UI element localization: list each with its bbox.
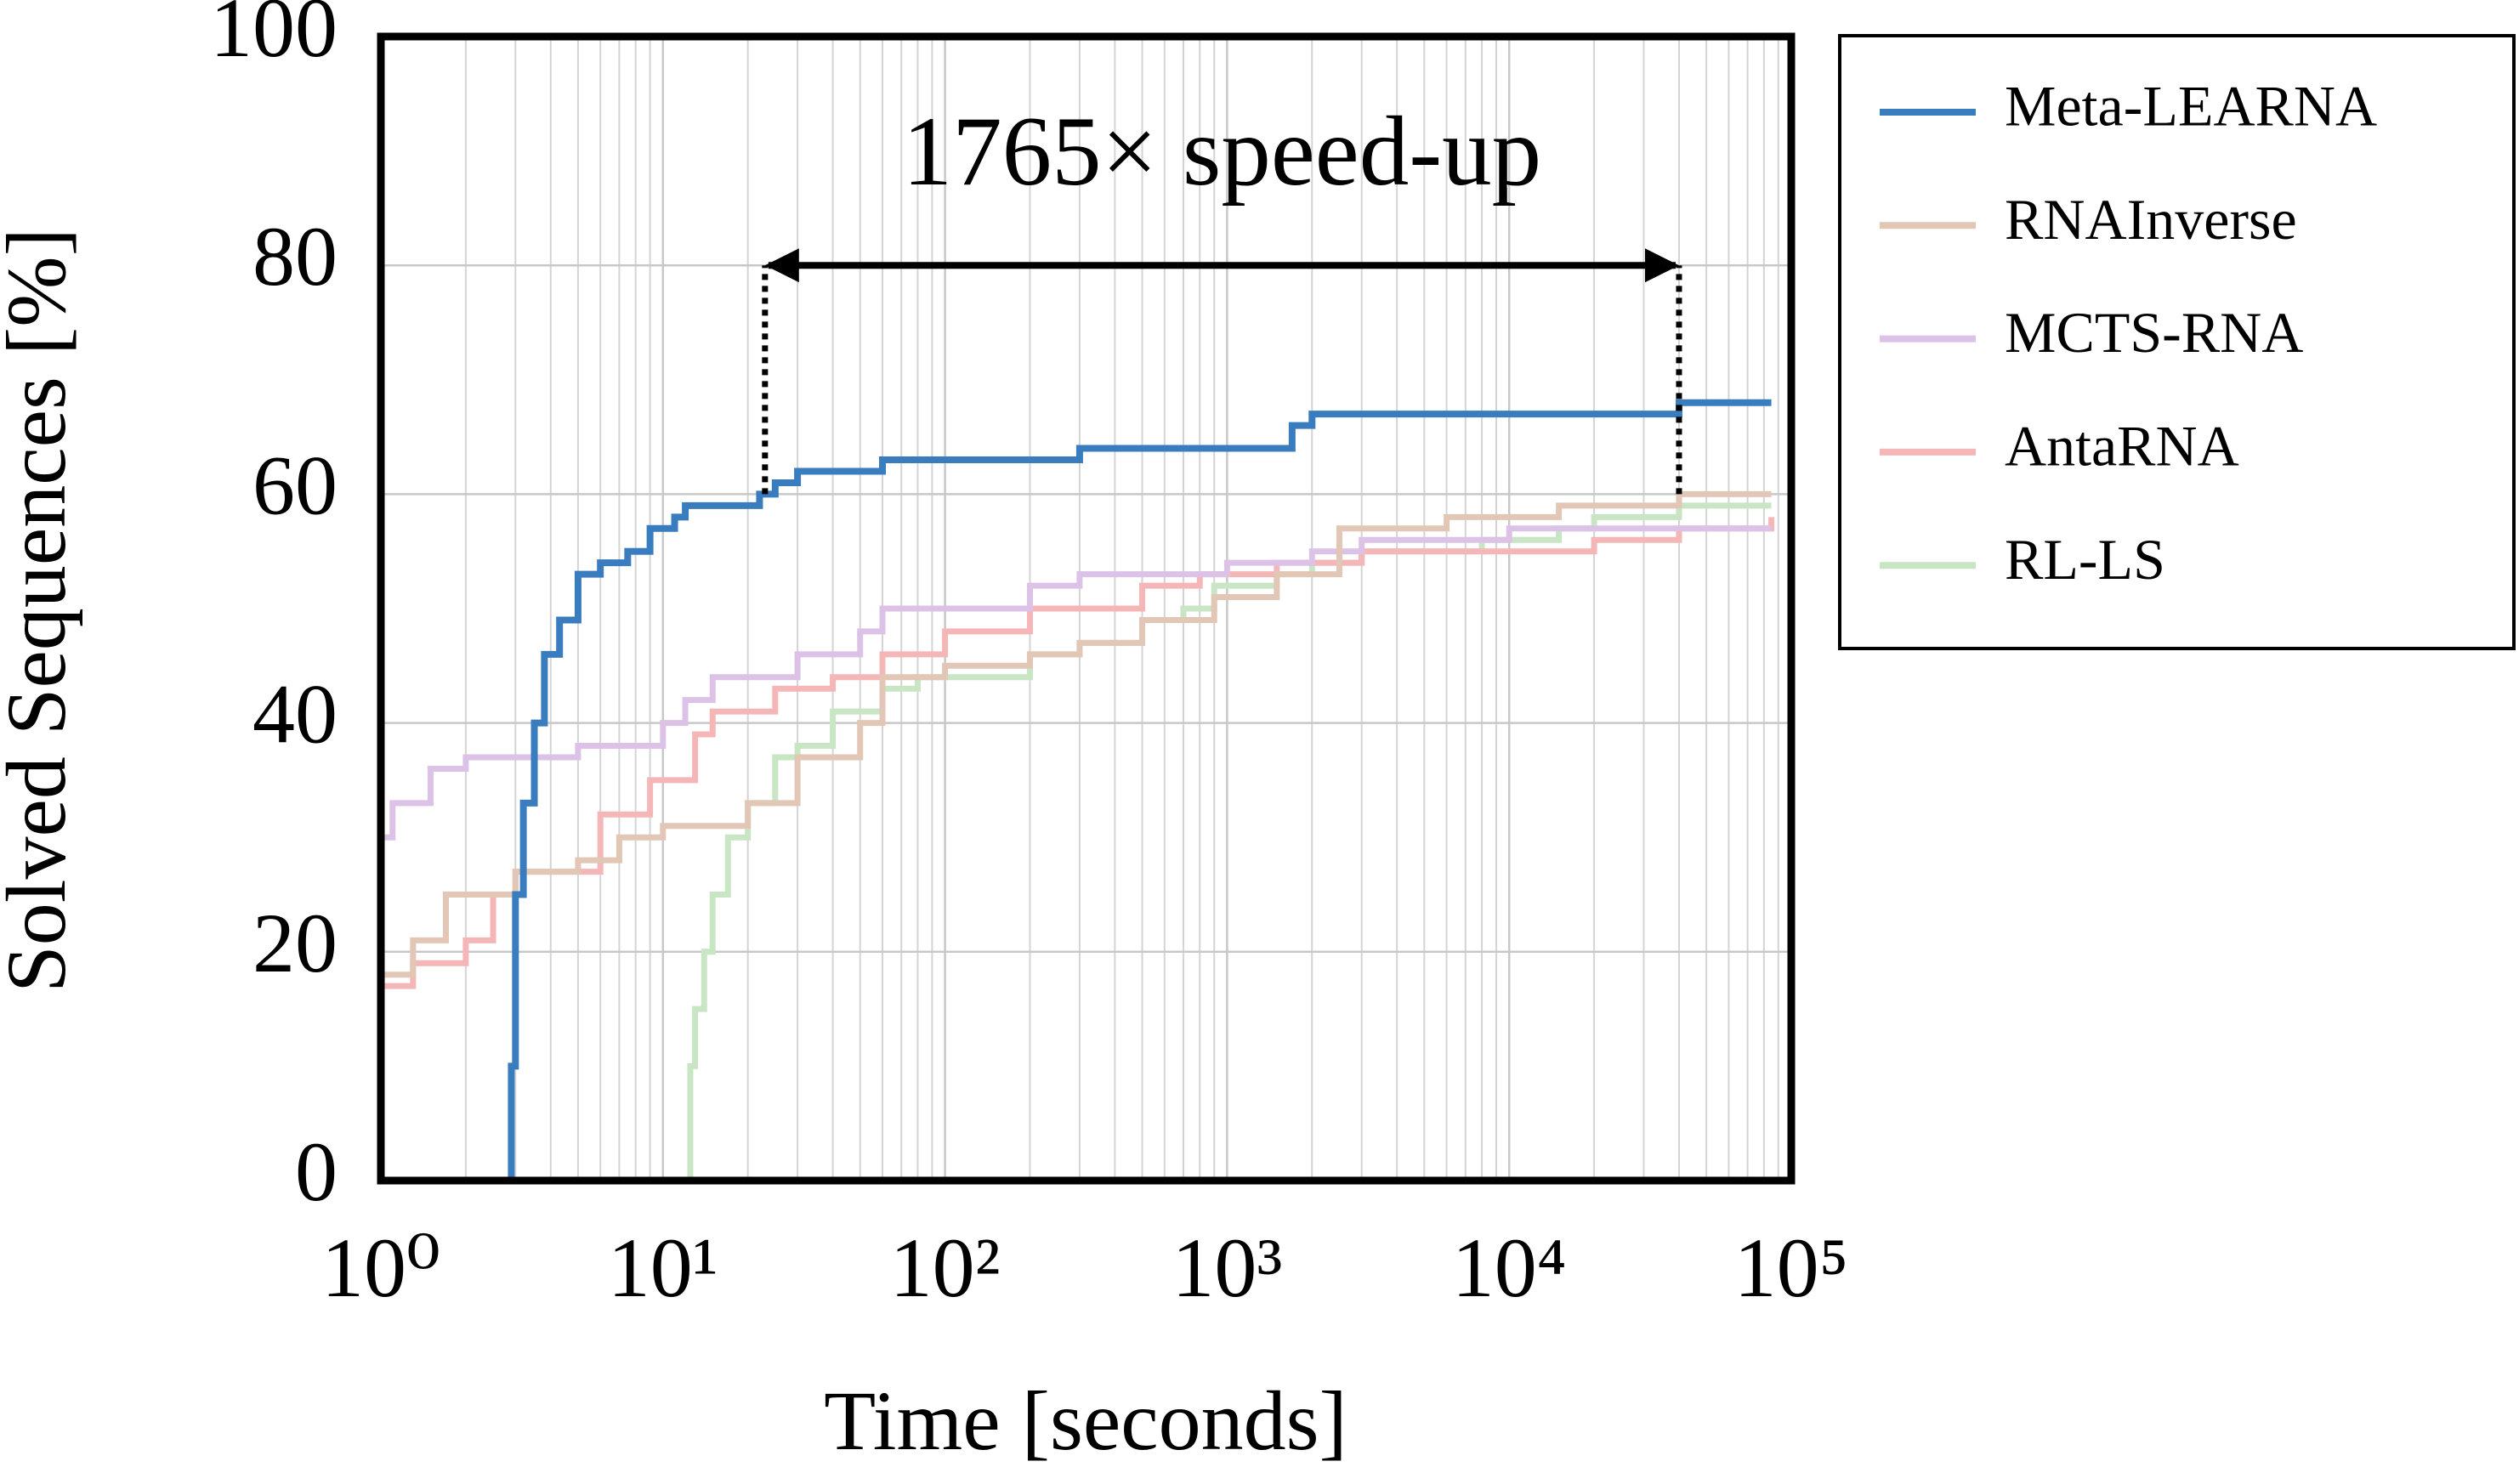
x-axis-label: Time [seconds] xyxy=(824,1374,1347,1468)
legend-label: MCTS-RNA xyxy=(2005,300,2303,365)
annotation-text: 1765× speed-up xyxy=(903,97,1542,207)
series-line xyxy=(502,399,1772,1181)
x-tick-label: 10⁵ xyxy=(1734,1221,1849,1315)
y-tick-label: 20 xyxy=(252,896,338,990)
plot-lines xyxy=(381,399,1775,1181)
legend-label: RNAInverse xyxy=(2005,187,2297,252)
legend-label: AntaRNA xyxy=(2005,414,2239,479)
legend-label: Meta-LEARNA xyxy=(2005,74,2377,139)
series-line xyxy=(381,525,1772,841)
x-tick-label: 10² xyxy=(890,1221,1001,1315)
x-tick-label: 10³ xyxy=(1172,1221,1282,1315)
y-tick-label: 0 xyxy=(295,1124,338,1219)
annotation: 1765× speed-up xyxy=(762,97,1682,495)
y-tick-label: 60 xyxy=(252,438,338,532)
x-tick-label: 10⁴ xyxy=(1452,1221,1567,1315)
legend: Meta-LEARNA RNAInverse MCTS-RNA AntaRNA RL-L… xyxy=(1880,74,2377,592)
y-axis-label: Solved Sequences [%] xyxy=(0,228,83,993)
x-tick-label: 10¹ xyxy=(608,1221,718,1315)
y-tick-label: 40 xyxy=(252,667,338,762)
y-tick-label: 100 xyxy=(210,0,338,75)
series-line xyxy=(381,490,1772,978)
tick-labels: 10⁰ 10¹ 10² 10³ 10⁴ 10⁵ 0 20 40 60 80 100 xyxy=(210,0,1848,1315)
x-tick-label: 10⁰ xyxy=(321,1221,440,1315)
legend-label: RL-LS xyxy=(2005,527,2165,592)
plot-frame xyxy=(377,32,1796,1185)
y-tick-label: 80 xyxy=(252,209,338,303)
